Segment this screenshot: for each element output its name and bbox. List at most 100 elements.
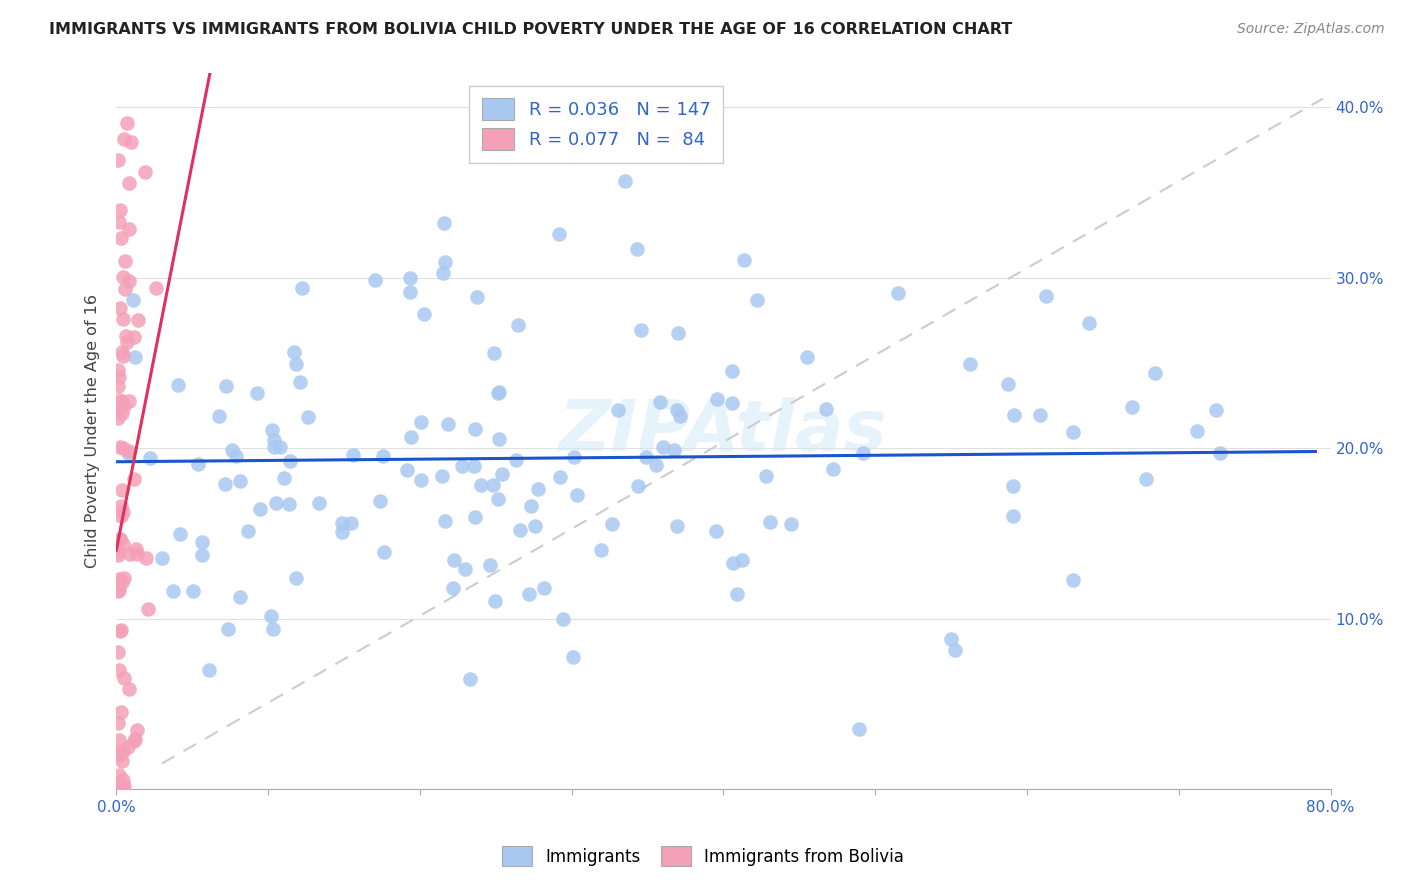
Point — [124, 731, 146, 746]
Point — [111, 574, 134, 589]
Point — [191, 548, 214, 562]
Point — [887, 286, 910, 301]
Point — [779, 517, 801, 532]
Y-axis label: Child Poverty Under the Age of 16: Child Poverty Under the Age of 16 — [86, 294, 100, 568]
Point — [107, 370, 129, 384]
Point — [118, 176, 141, 190]
Legend: R = 0.036   N = 147, R = 0.077   N =  84: R = 0.036 N = 147, R = 0.077 N = 84 — [470, 86, 723, 163]
Point — [262, 423, 284, 437]
Point — [364, 273, 387, 287]
Point — [108, 203, 131, 218]
Point — [486, 491, 509, 506]
Point — [433, 216, 456, 230]
Point — [110, 532, 132, 546]
Point — [562, 450, 585, 465]
Point — [118, 274, 141, 288]
Point — [441, 581, 464, 595]
Point — [288, 375, 311, 389]
Point — [198, 663, 221, 677]
Point — [107, 584, 129, 599]
Point — [108, 779, 131, 793]
Point — [111, 754, 134, 768]
Point — [277, 497, 299, 511]
Point — [246, 385, 269, 400]
Point — [796, 350, 818, 364]
Point — [373, 544, 395, 558]
Point — [745, 293, 768, 307]
Point — [464, 422, 486, 436]
Point — [108, 214, 131, 228]
Point — [114, 282, 136, 296]
Point — [181, 584, 204, 599]
Point — [260, 609, 283, 624]
Point — [759, 515, 782, 529]
Point — [730, 553, 752, 567]
Point — [108, 440, 131, 454]
Point — [112, 779, 135, 793]
Point — [108, 392, 131, 407]
Point — [409, 473, 432, 487]
Point — [107, 745, 129, 759]
Point — [249, 501, 271, 516]
Point — [478, 558, 501, 572]
Point — [814, 402, 837, 417]
Point — [111, 505, 134, 519]
Point — [1002, 408, 1025, 422]
Point — [704, 524, 727, 538]
Point — [228, 474, 250, 488]
Point — [451, 459, 474, 474]
Point — [191, 534, 214, 549]
Point — [108, 747, 131, 762]
Point — [115, 334, 138, 349]
Point — [112, 349, 135, 363]
Point — [262, 622, 284, 636]
Point — [162, 584, 184, 599]
Point — [1062, 573, 1084, 587]
Point — [523, 519, 546, 533]
Point — [488, 385, 510, 400]
Point — [285, 357, 308, 371]
Point — [263, 434, 285, 448]
Point — [755, 469, 778, 483]
Point — [666, 326, 689, 340]
Point — [1002, 508, 1025, 523]
Point — [443, 552, 465, 566]
Point — [114, 254, 136, 268]
Point — [217, 623, 239, 637]
Point — [1187, 424, 1209, 438]
Point — [644, 458, 666, 472]
Point — [139, 450, 162, 465]
Point — [107, 779, 129, 793]
Legend: Immigrants, Immigrants from Bolivia: Immigrants, Immigrants from Bolivia — [495, 839, 911, 873]
Point — [107, 645, 129, 659]
Point — [1078, 316, 1101, 330]
Point — [107, 779, 129, 793]
Point — [108, 301, 131, 315]
Point — [627, 479, 650, 493]
Point — [1002, 478, 1025, 492]
Point — [600, 517, 623, 532]
Point — [215, 379, 238, 393]
Point — [110, 706, 132, 720]
Point — [399, 430, 422, 444]
Point — [1144, 366, 1167, 380]
Point — [111, 442, 134, 456]
Point — [112, 571, 135, 585]
Point — [107, 544, 129, 558]
Point — [399, 270, 422, 285]
Point — [236, 524, 259, 538]
Text: ZIPAtlas: ZIPAtlas — [560, 397, 887, 466]
Point — [118, 547, 141, 561]
Point — [108, 532, 131, 546]
Point — [115, 116, 138, 130]
Point — [117, 739, 139, 754]
Point — [491, 467, 513, 482]
Point — [291, 281, 314, 295]
Point — [509, 523, 531, 537]
Point — [107, 779, 129, 793]
Point — [169, 527, 191, 541]
Point — [166, 377, 188, 392]
Point — [107, 548, 129, 562]
Point — [264, 495, 287, 509]
Point — [1029, 408, 1052, 422]
